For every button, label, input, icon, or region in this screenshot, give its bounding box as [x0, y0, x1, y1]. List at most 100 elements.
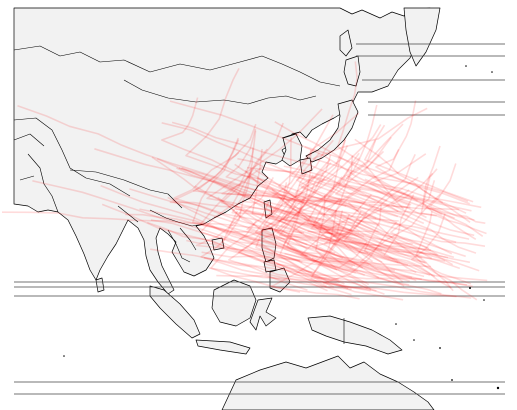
- border-russia-mongolia: [13, 45, 341, 87]
- typhoon-track: [335, 150, 399, 218]
- typhoon-track: [271, 189, 405, 287]
- typhoon-track: [225, 128, 343, 203]
- typhoon-track: [220, 130, 330, 231]
- typhoon-track: [422, 145, 477, 240]
- typhoon-track: [306, 174, 401, 265]
- typhoon-track: [156, 158, 427, 265]
- typhoon-track: [186, 239, 341, 284]
- typhoon-track: [251, 148, 308, 250]
- typhoon-track: [322, 221, 457, 298]
- typhoon-track: [256, 177, 454, 266]
- border-india-bangladesh: [117, 205, 139, 223]
- landmass-sri-lanka: [95, 277, 105, 293]
- typhoon-track: [199, 148, 335, 288]
- typhoon-track: [363, 204, 404, 283]
- typhoon-track: [185, 68, 347, 208]
- typhoon-track: [279, 176, 431, 252]
- border-afghanistan: [13, 133, 45, 181]
- typhoon-track: [375, 100, 444, 204]
- island-dot: [469, 287, 471, 289]
- typhoon-track: [311, 213, 468, 286]
- typhoon-track: [318, 155, 413, 245]
- typhoon-track: [308, 214, 466, 258]
- landmass-korea: [281, 133, 303, 167]
- typhoon-track: [129, 188, 410, 282]
- typhoon-track: [234, 207, 431, 276]
- landmass-australia: [221, 355, 435, 410]
- landmass-java: [195, 339, 251, 355]
- typhoon-track: [356, 153, 486, 247]
- island-dot: [439, 347, 441, 349]
- typhoon-tracks: [1, 61, 488, 301]
- typhoon-track: [169, 100, 470, 205]
- island-dot: [483, 299, 485, 301]
- typhoon-track: [298, 159, 360, 212]
- typhoon-track: [147, 221, 313, 274]
- typhoon-track: [265, 137, 399, 264]
- typhoon-track: [271, 137, 380, 279]
- typhoon-track: [283, 165, 427, 219]
- typhoon-track: [279, 196, 345, 285]
- typhoon-track: [284, 252, 422, 281]
- typhoon-track: [342, 157, 409, 217]
- typhoon-track: [167, 196, 349, 289]
- typhoon-track: [337, 241, 410, 286]
- typhoon-track: [324, 149, 430, 250]
- typhoon-track: [125, 213, 318, 242]
- typhoon-track: [410, 213, 472, 285]
- landmass-japan-honshu: [305, 99, 359, 163]
- typhoon-track: [354, 138, 471, 223]
- typhoon-track: [270, 236, 360, 300]
- typhoon-track: [192, 151, 302, 203]
- island-dot: [63, 355, 65, 357]
- typhoon-track: [345, 123, 467, 214]
- typhoon-track: [101, 203, 352, 296]
- landmass-hainan: [211, 237, 225, 251]
- typhoon-track: [322, 206, 433, 260]
- typhoon-track: [229, 184, 470, 240]
- typhoon-track: [363, 136, 443, 216]
- landmass-kamchatka: [403, 7, 441, 67]
- typhoon-track: [203, 256, 404, 301]
- landmass-taiwan: [263, 199, 273, 219]
- typhoon-track: [273, 174, 358, 272]
- typhoon-track: [364, 178, 475, 221]
- typhoon-track: [429, 163, 486, 224]
- typhoon-track: [246, 200, 336, 254]
- landmass-visayas: [263, 259, 277, 273]
- typhoon-track: [307, 230, 455, 259]
- typhoon-track: [294, 145, 457, 243]
- typhoon-track: [280, 224, 409, 266]
- typhoon-track: [283, 174, 353, 232]
- typhoon-track: [254, 182, 370, 286]
- typhoon-track: [150, 219, 307, 258]
- typhoon-track: [276, 263, 385, 295]
- typhoon-track: [415, 211, 454, 292]
- typhoon-track: [320, 176, 438, 256]
- typhoon-track: [171, 121, 412, 206]
- typhoon-track: [139, 208, 356, 267]
- typhoon-track: [327, 182, 472, 212]
- typhoon-track: [255, 152, 330, 283]
- typhoon-track: [304, 251, 417, 282]
- landmass-japan-kyushu: [299, 157, 313, 175]
- typhoon-track: [269, 173, 383, 252]
- typhoon-track: [383, 194, 452, 289]
- typhoon-track: [254, 169, 360, 234]
- typhoon-track: [192, 137, 353, 268]
- typhoon-track: [176, 167, 383, 264]
- typhoon-track: [238, 202, 339, 281]
- typhoon-track: [311, 257, 442, 295]
- typhoon-track: [282, 219, 368, 290]
- typhoon-track: [278, 112, 360, 233]
- landmass-new-guinea: [307, 315, 403, 355]
- typhoon-track: [210, 220, 301, 293]
- typhoon-track: [283, 162, 380, 227]
- typhoon-track: [151, 156, 308, 246]
- typhoon-track: [221, 122, 362, 208]
- typhoon-track: [150, 248, 371, 292]
- typhoon-track: [200, 210, 308, 291]
- island-dot: [451, 379, 453, 381]
